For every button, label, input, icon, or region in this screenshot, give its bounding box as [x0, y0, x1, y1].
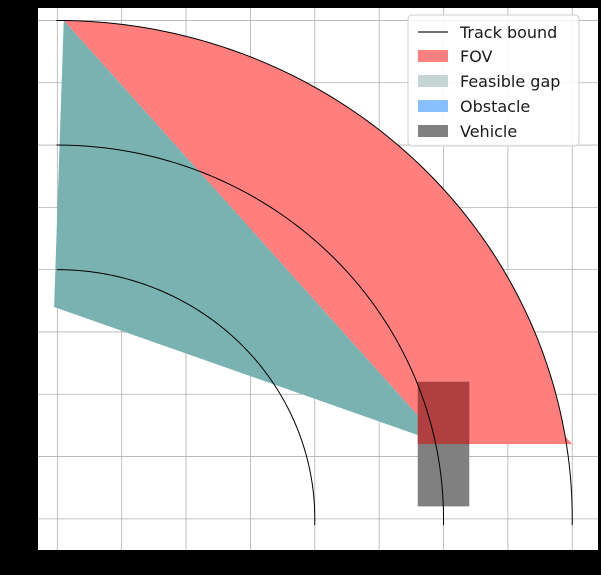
vehicle-box: [417, 381, 470, 507]
legend-label-feasible-gap: Feasible gap: [460, 72, 560, 91]
track-bounds: [56, 19, 573, 526]
legend-swatch-fov: [418, 50, 448, 62]
legend-label-fov: FOV: [460, 47, 493, 66]
legend-swatch-vehicle: [418, 125, 448, 137]
feasible-gap-area: [54, 20, 444, 445]
fov-area: [63, 20, 573, 445]
track-bound-middle: [56, 144, 445, 526]
legend-swatch-obstacle: [418, 100, 448, 112]
track-bound-inner: [56, 269, 316, 526]
legend-label-obstacle: Obstacle: [460, 97, 530, 116]
vehicle-overlap-rect: [417, 381, 470, 445]
feasible-gap-region: [54, 20, 444, 445]
legend-label-track: Track bound: [459, 23, 557, 42]
legend-box: [407, 14, 580, 147]
track-bound-outer: [56, 19, 573, 526]
legend-swatch-feasible-gap: [418, 75, 448, 87]
legend-label-vehicle: Vehicle: [460, 122, 517, 141]
legend: Track bound FOV Feasible gap Obstacle Ve…: [407, 14, 580, 147]
fov-region: [63, 20, 573, 445]
